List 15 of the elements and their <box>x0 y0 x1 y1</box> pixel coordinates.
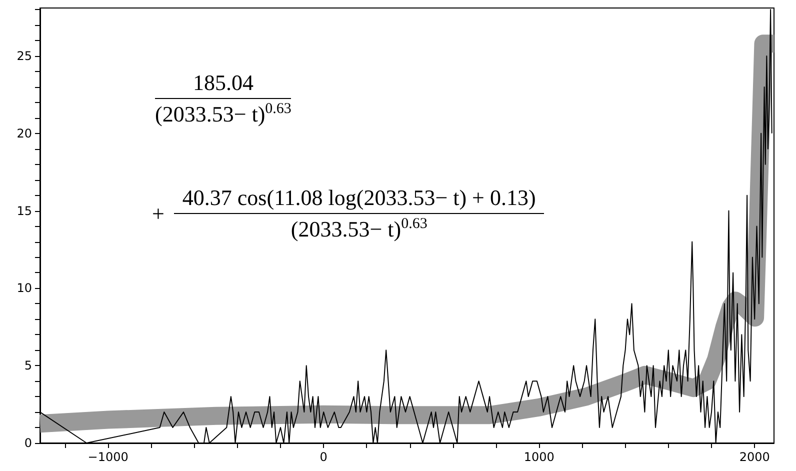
y-tick-label: 5 <box>24 358 32 373</box>
annotation: (2033.53− t)$^{0.63}$ <box>155 100 292 128</box>
y-tick-label: 25 <box>16 48 32 63</box>
annotation: 185.04 <box>155 70 292 99</box>
y-tick-label: 10 <box>16 281 32 296</box>
y-tick-label: 15 <box>16 204 32 218</box>
annotation: 40.37 cos(11.08 log(2033.53− t) + 0.13) <box>174 185 544 214</box>
y-tick-label: 0 <box>24 436 32 450</box>
annotation: + <box>152 200 164 226</box>
y-tick-label: 20 <box>16 126 32 140</box>
x-tick-label: 0 <box>320 450 328 464</box>
x-tick-label: 1000 <box>524 450 554 464</box>
x-tick-label: −1000 <box>88 450 128 464</box>
annotation: (2033.53− t)$^{0.63}$ <box>290 215 428 242</box>
x-tick-label: 2000 <box>739 450 770 464</box>
